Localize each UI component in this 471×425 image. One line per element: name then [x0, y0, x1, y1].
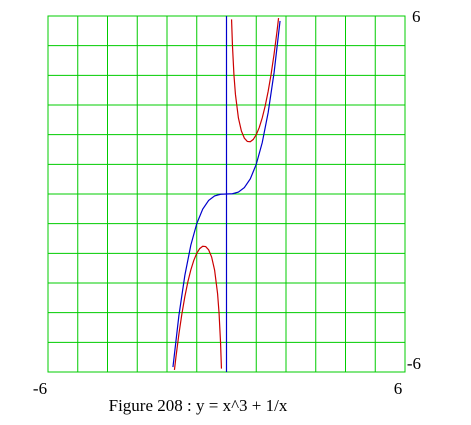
- y-tick-label: 6: [412, 7, 421, 26]
- curve: [173, 18, 280, 370]
- y-tick-label: -6: [407, 354, 421, 373]
- x-tick-label: 6: [394, 379, 403, 398]
- x-tick-label: -6: [33, 379, 47, 398]
- caption: Figure 208 : y = x^3 + 1/x: [109, 396, 288, 415]
